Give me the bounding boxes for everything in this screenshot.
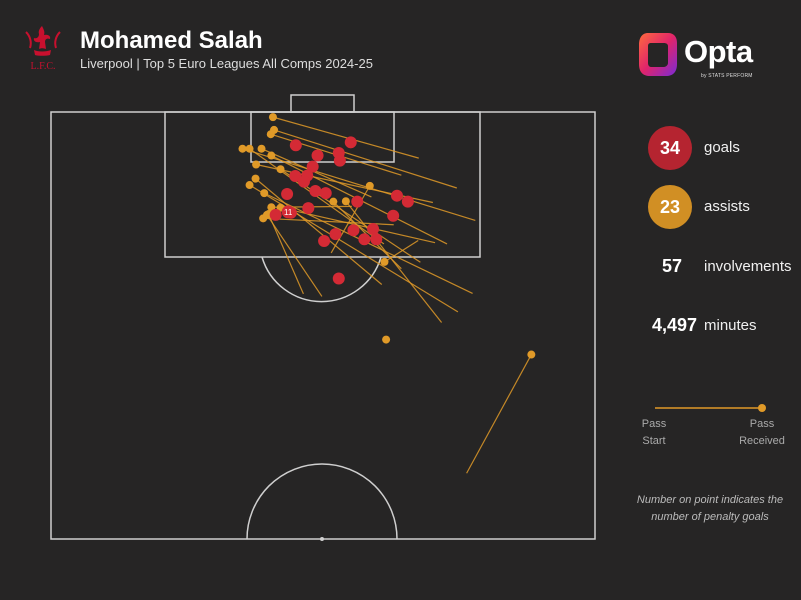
assists-label: assists [704,198,750,215]
pitch-markings [50,94,596,540]
goal-point [281,187,294,200]
involvements-value: 57 [661,256,682,276]
goal-point [319,187,332,200]
assist-received-point [245,181,254,190]
goal-point [302,202,315,215]
assist-received-point [260,189,269,198]
assist-pass-line [249,184,459,313]
legend-pass-start-label: Pass Start [628,416,680,450]
goal-point [344,136,357,149]
page-subtitle: Liverpool | Top 5 Euro Leagues All Comps… [80,56,373,71]
goal-point [401,195,414,208]
goal-point [332,272,345,285]
assist-received-point [257,144,266,153]
assist-received-point [267,151,276,160]
legend-start-line1: Pass [641,418,667,430]
opta-brand-subtext: by STATS PERFORM [701,73,753,79]
assist-received-point [268,113,277,122]
assist-received-point [382,335,391,344]
penalty-goal-point [281,205,295,219]
page-title: Mohamed Salah [80,27,263,54]
assist-pass-line [384,240,419,263]
legend-pass-received-label: Pass Received [730,416,794,450]
goal-point [269,208,282,221]
goal-point [370,233,383,246]
centre-spot [320,537,324,541]
goal-point [347,224,360,237]
penalty-note: Number on point indicates the number of … [636,494,784,523]
goals-label: goals [704,139,740,156]
assist-received-point [527,350,536,359]
crest-text: L.F.C. [30,61,55,72]
assist-pass-line [255,178,383,285]
goal-point [318,234,331,247]
assist-received-point [245,144,254,153]
assist-pass-line [466,354,532,474]
legend-end-line2: Received [739,435,785,447]
goal-point [387,209,400,222]
assist-received-point [380,257,389,266]
goal-point [390,189,403,202]
goal-point [329,228,342,241]
goal-point [297,175,310,188]
assist-received-point [251,174,260,183]
assist-received-point [341,197,350,206]
legend-end-line1: Pass [749,418,775,430]
assist-pass-line [255,163,434,204]
assist-pass-line [268,213,304,295]
assist-pass-line [261,148,372,198]
goal-point [306,160,319,173]
assist-received-point [276,165,285,174]
assist-received-point [266,130,275,139]
assist-pass-line [266,214,323,297]
assist-received-point [238,144,247,153]
legend-pass-received-point [758,404,766,412]
goal-point [333,154,346,167]
assist-received-point [259,214,268,223]
opta-logo-icon [639,33,677,76]
minutes-label: minutes [704,317,757,334]
goal-point [289,170,302,183]
goals-badge: 34 [648,126,692,170]
goal-point [367,222,380,235]
liverpool-crest-logo: L.F.C. [25,26,61,72]
goal-point [311,149,324,162]
assist-pass-line [273,129,458,189]
penalty-goal-count-label: 11 [284,208,293,217]
penalty-arc [261,256,382,303]
goal-layer: 11 [269,136,414,285]
minutes-value: 4,497 [651,315,697,335]
involvements-label: involvements [704,258,792,275]
assist-received-point [252,160,261,169]
goal-point [351,195,364,208]
goal-point [289,139,302,152]
assists-badge: 23 [648,185,692,229]
centre-circle [246,463,398,540]
assist-pass-line [272,116,419,159]
assist-layer [238,113,536,474]
goal-point [358,233,371,246]
legend-start-line2: Start [642,435,666,447]
opta-brand-text: Opta [684,34,753,69]
goal-point [309,184,322,197]
goal [290,94,355,113]
assist-received-point [267,203,276,212]
assist-received-point [329,197,338,206]
assist-received-point [365,181,374,190]
assist-pass-line [330,185,371,254]
